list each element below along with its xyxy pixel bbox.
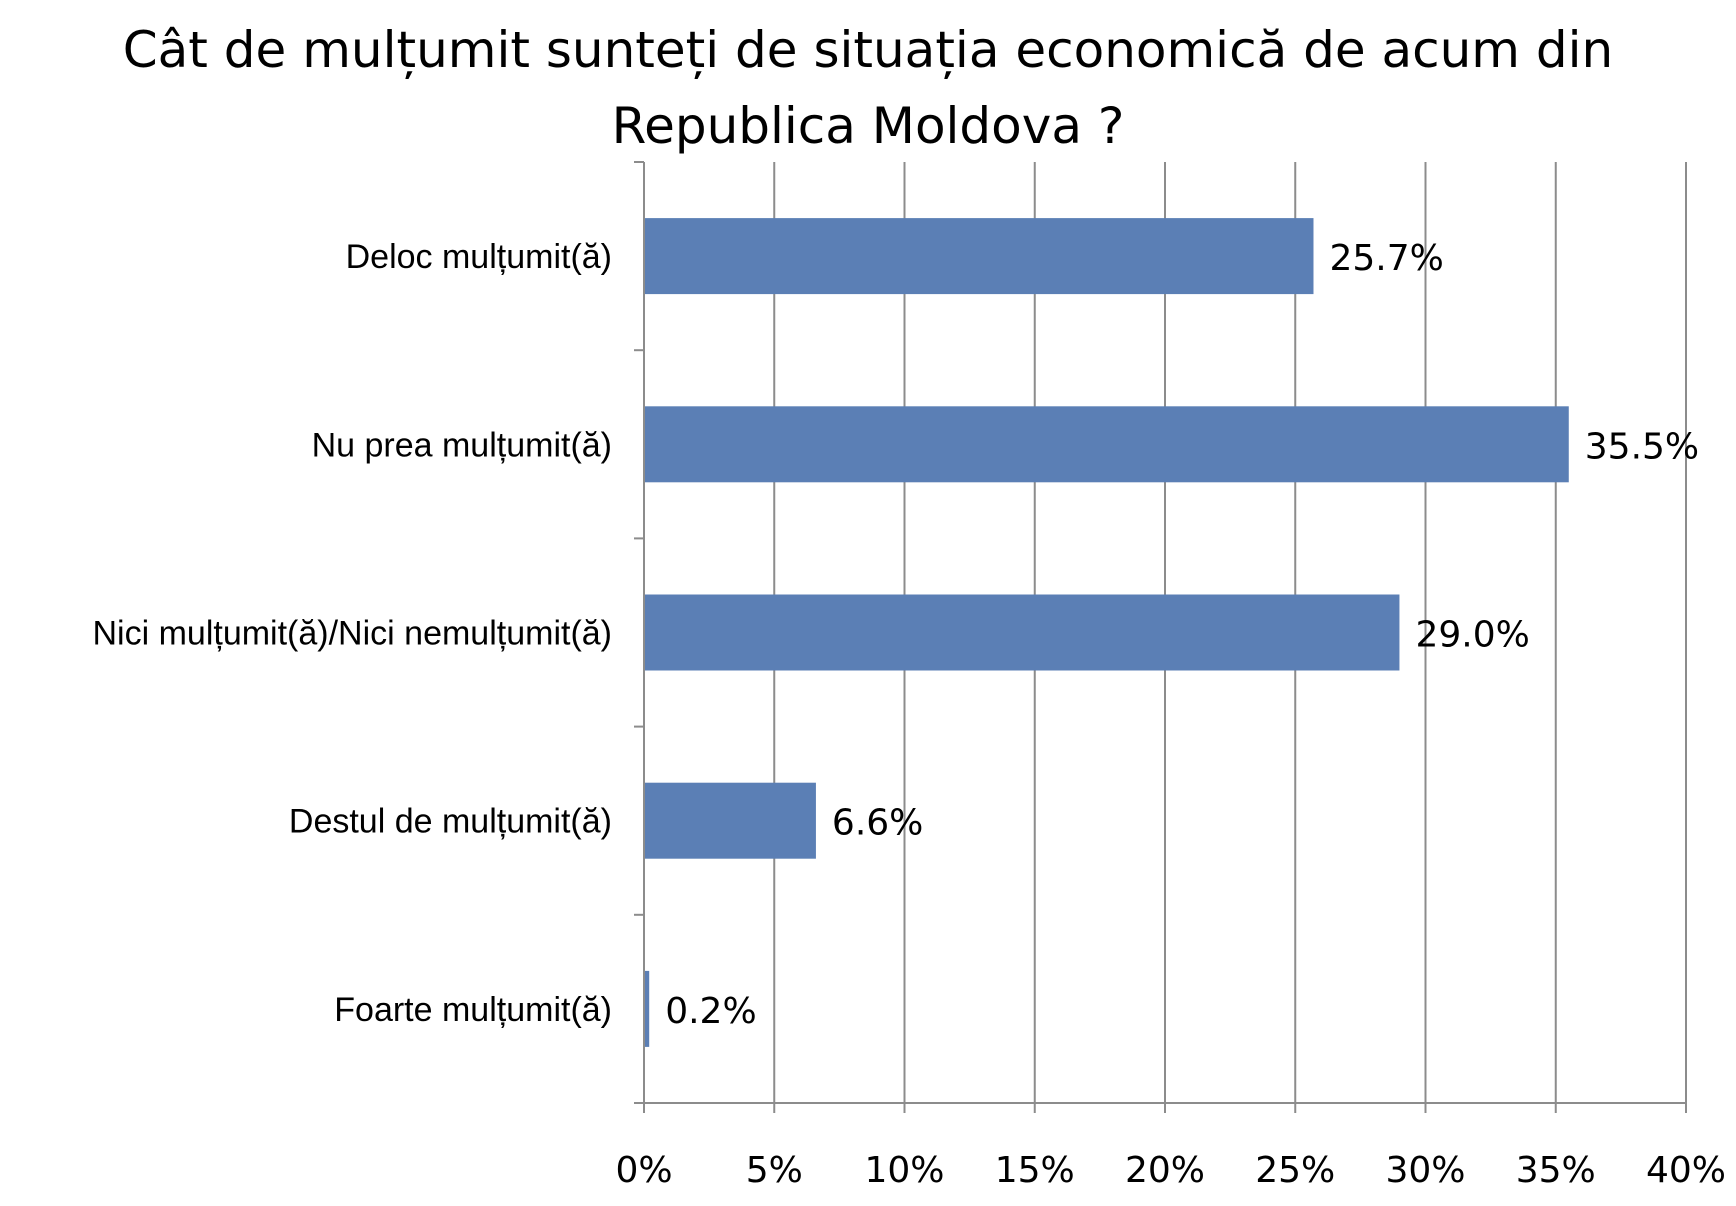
chart-title: Cât de mulțumit sunteți de situația econ…: [122, 21, 1614, 155]
x-tick-label: 25%: [1255, 1150, 1335, 1191]
x-tick-label: 20%: [1125, 1150, 1205, 1191]
bar: [644, 218, 1314, 295]
x-tick-label: 10%: [864, 1150, 944, 1191]
x-tick-label: 15%: [995, 1150, 1075, 1191]
bar: [644, 594, 1400, 671]
x-tick-label: 30%: [1385, 1150, 1465, 1191]
bar: [644, 782, 816, 859]
value-label: 0.2%: [665, 991, 756, 1032]
bars: [644, 218, 1569, 1047]
x-tick-label: 0%: [615, 1150, 672, 1191]
category-label: Destul de mulțumit(ă): [289, 803, 612, 841]
labels: 0% 5% 10% 15% 20% 25% 30% 35% 40% Deloc mulțumit(…: [92, 238, 1726, 1191]
value-label: 35.5%: [1585, 426, 1699, 467]
value-label: 6.6%: [832, 803, 923, 844]
x-tick-label: 5%: [746, 1150, 803, 1191]
value-label: 29.0%: [1415, 615, 1529, 656]
bar: [644, 970, 650, 1047]
bar: [644, 406, 1569, 483]
x-tick-label: 35%: [1516, 1150, 1596, 1191]
category-label: Nici mulțumit(ă)/Nici nemulțumit(ă): [92, 615, 612, 653]
axes: [634, 161, 1687, 1113]
category-label: Foarte mulțumit(ă): [334, 991, 612, 1029]
category-label: Deloc mulțumit(ă): [346, 238, 612, 276]
value-label: 25.7%: [1329, 238, 1443, 279]
category-label: Nu prea mulțumit(ă): [312, 426, 612, 464]
x-tick-label: 40%: [1646, 1150, 1726, 1191]
